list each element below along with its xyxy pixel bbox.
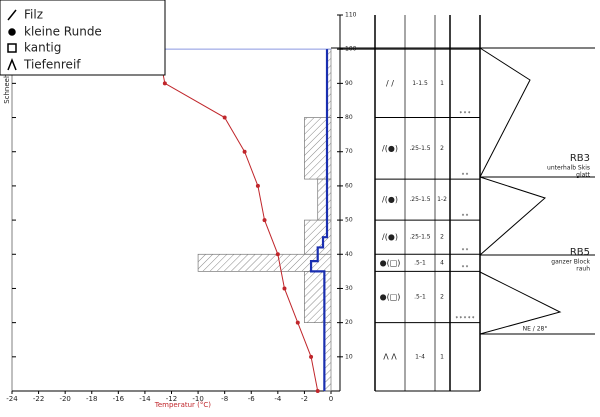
y-tick-label: 20 xyxy=(345,319,353,326)
test-detail: unterhalb Skis xyxy=(547,165,590,172)
x-tick-label: -20 xyxy=(59,395,70,403)
x-tick-label: -10 xyxy=(192,395,203,403)
test-detail: glatt xyxy=(576,172,591,179)
hardness-layer xyxy=(317,178,332,221)
hand-hardness: 1 xyxy=(440,353,444,360)
stability-mark: * * xyxy=(462,173,469,179)
x-tick-label: -4 xyxy=(274,395,282,403)
hand-hardness: 2 xyxy=(440,294,444,301)
y-tick-label: 80 xyxy=(345,114,353,121)
grain-type: ●(□) xyxy=(380,293,401,302)
temperature-point xyxy=(242,149,247,154)
temperature-point xyxy=(222,115,227,120)
ram-profile xyxy=(309,49,329,391)
x-tick-label: 0 xyxy=(329,395,333,403)
layout xyxy=(331,47,595,335)
grain-type: /(●) xyxy=(382,233,398,242)
grain-size: .5-1 xyxy=(414,294,426,301)
temperature-point xyxy=(315,389,320,393)
grain-size: .25-1.5 xyxy=(409,145,430,152)
x-tick-label: -2 xyxy=(301,395,308,403)
legend-symbols xyxy=(7,9,17,71)
x-tick-label: -24 xyxy=(6,395,18,403)
x-tick-label: -6 xyxy=(248,395,256,403)
x-tick-label: -14 xyxy=(139,395,151,403)
legend-label: kantig xyxy=(24,41,61,55)
grain-type: /(●) xyxy=(382,195,398,204)
grain-size: .5-1 xyxy=(414,259,426,266)
legend-label: Filz xyxy=(24,8,43,22)
test-detail: rauh xyxy=(576,266,590,273)
stability-mark: * * * xyxy=(460,111,471,117)
slope: NE / 28° xyxy=(523,326,548,333)
temperature-point xyxy=(275,252,280,257)
hand-hardness: 2 xyxy=(440,234,444,241)
test-detail: ganzer Block xyxy=(551,259,590,266)
x-tick-label: -8 xyxy=(221,395,228,403)
stability-mark: * * xyxy=(462,214,469,220)
temperature-point xyxy=(282,286,287,291)
hardness-layer xyxy=(304,271,332,323)
legend-box xyxy=(0,0,166,76)
grain-size: .25-1.5 xyxy=(409,196,430,203)
grain-size: 1-1.5 xyxy=(412,80,428,87)
hardness-layer xyxy=(197,253,332,272)
grain-size: .25-1.5 xyxy=(409,234,430,241)
hand-hardness: 1 xyxy=(440,80,444,87)
y-tick-label: 90 xyxy=(345,80,353,87)
y-tick-label: 110 xyxy=(345,12,357,19)
x-axis-label: Temperatur (°C) xyxy=(154,401,212,409)
hand-hardness: 1-2 xyxy=(437,196,447,203)
test-label: RB5 xyxy=(570,247,590,258)
grain-type: /(●) xyxy=(382,144,398,153)
grain-type: Λ Λ xyxy=(383,352,397,361)
temperature-point xyxy=(162,81,167,86)
legend-label: Tiefenreif xyxy=(23,58,81,72)
y-tick-label: 10 xyxy=(345,353,353,360)
y-tick-label: 30 xyxy=(345,285,353,292)
temperature-point xyxy=(262,218,267,223)
grain-type: ●(□) xyxy=(380,258,401,267)
temperature-point xyxy=(309,354,314,359)
temperature-line xyxy=(157,49,319,392)
y-tick-label: 60 xyxy=(345,182,353,189)
temperature-point xyxy=(255,183,260,188)
hand-hardness: 4 xyxy=(440,259,444,266)
stability-mark: * * * * * xyxy=(456,316,475,322)
hand-hardness: 2 xyxy=(440,145,444,152)
x-tick-label: -18 xyxy=(86,395,97,403)
x-tick-label: -16 xyxy=(113,395,125,403)
y-tick-label: 70 xyxy=(345,148,353,155)
legend-label: kleine Runde xyxy=(24,25,102,39)
grain-type: / / xyxy=(386,79,394,88)
temperature-point xyxy=(295,320,300,325)
stability-mark: * * xyxy=(462,248,469,254)
test-label: RB3 xyxy=(570,153,590,164)
y-tick-label: 50 xyxy=(345,217,353,224)
x-tick-label: -22 xyxy=(33,395,44,403)
grain-size: 1-4 xyxy=(415,353,425,360)
y-tick-label: 40 xyxy=(345,251,353,258)
stability-mark: * * xyxy=(462,265,469,271)
x-tick-label: -12 xyxy=(166,395,177,403)
